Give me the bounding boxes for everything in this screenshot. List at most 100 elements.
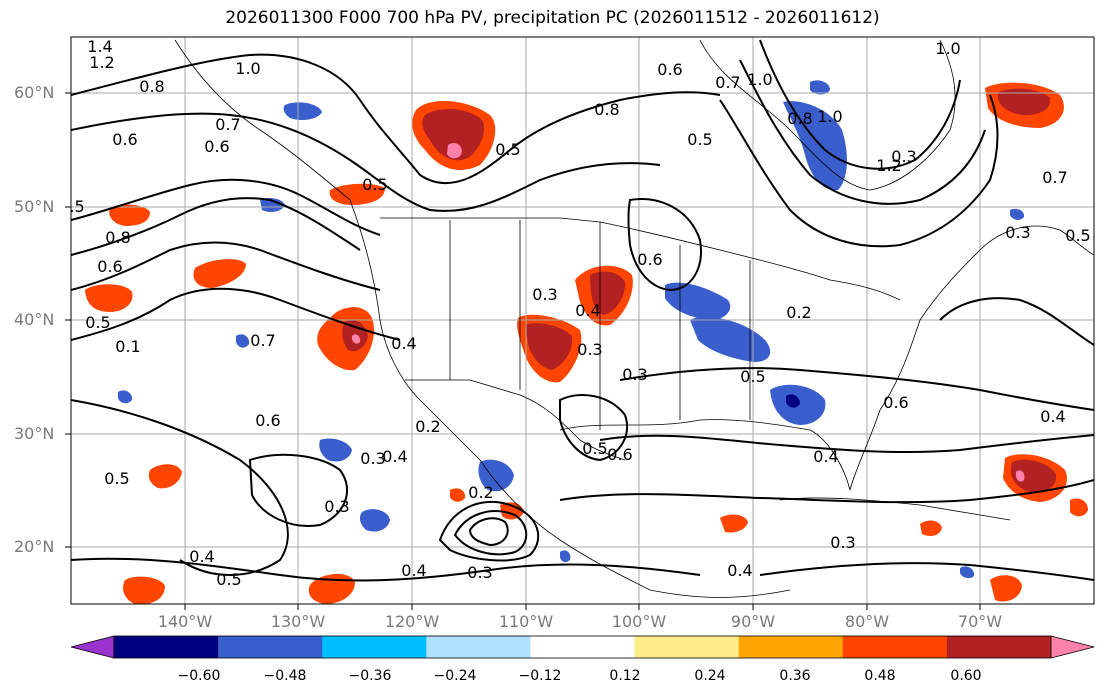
- pv-contours: [71, 39, 1094, 582]
- colorbar-tick: 0.24: [694, 668, 726, 684]
- contour-label: 0.4: [189, 547, 214, 566]
- contour-label: 0.3: [1005, 223, 1030, 242]
- pv-contour: [719, 94, 999, 248]
- pv-contour: [619, 367, 1094, 411]
- precip-patch: [525, 323, 573, 370]
- contour-label: 0.3: [360, 449, 385, 468]
- contour-label: 1.2: [89, 53, 114, 72]
- precip-patch: [283, 102, 322, 120]
- precip-patch: [920, 520, 942, 536]
- colorbar-tick: −0.60: [177, 668, 221, 684]
- precip-patch: [560, 550, 571, 563]
- coastline-east: [879, 225, 1094, 411]
- border-us-mexico: [405, 379, 626, 461]
- colorbar-frame: [113, 635, 1052, 659]
- contour-label: 1.0: [817, 107, 842, 126]
- lat-label-20n: 20°N: [14, 537, 55, 556]
- contour-label: 0.5: [582, 439, 607, 458]
- contour-label: 0.4: [382, 447, 407, 466]
- contour-label: 0.5: [104, 469, 129, 488]
- coastlines: [174, 39, 1094, 598]
- pv-contour: [627, 198, 702, 292]
- colorbar-segment: [530, 636, 636, 658]
- precip-patch: [123, 576, 165, 604]
- precip-patch: [665, 282, 731, 320]
- colorbar-tick: −0.48: [263, 668, 307, 684]
- contour-label: 0.7: [715, 73, 740, 92]
- colorbar-segment: [738, 636, 844, 658]
- pv-contour: [559, 394, 628, 462]
- pv-contour: [71, 53, 721, 185]
- contour-label: 0.5: [740, 367, 765, 386]
- lon-label-70w: 70°W: [957, 612, 1003, 631]
- pv-contour: [71, 557, 701, 582]
- contour-label: 0.6: [112, 130, 137, 149]
- precip-patch: [1010, 208, 1025, 220]
- precip-patch: [810, 80, 830, 95]
- contour-label: 0.6: [255, 411, 280, 430]
- colorbar-segment: [114, 636, 219, 658]
- lat-label-30n: 30°N: [14, 424, 55, 443]
- contour-label: 0.7: [1042, 168, 1067, 187]
- precip-patch: [783, 101, 847, 191]
- pv-contour: [468, 517, 509, 547]
- colorbar-tick: −0.24: [433, 668, 477, 684]
- precip-patch: [450, 488, 466, 502]
- precip-patch: [720, 514, 748, 533]
- colorbar-tick: −0.12: [518, 668, 562, 684]
- colorbar-segment: [426, 636, 531, 658]
- pv-contour: [759, 39, 961, 170]
- colorbar-segment: [634, 636, 740, 658]
- precip-patch: [1015, 470, 1025, 482]
- lon-label-110w: 110°W: [498, 612, 554, 631]
- pv-contour: [71, 178, 381, 236]
- precip-patch: [118, 390, 133, 404]
- contour-label: 0.3: [830, 533, 855, 552]
- lat-label-60n: 60°N: [14, 83, 55, 102]
- coastline-cuba: [779, 497, 1011, 521]
- precip-patch: [351, 334, 361, 344]
- pv-contour: [71, 399, 289, 576]
- lon-label-90w: 90°W: [730, 612, 776, 631]
- lon-label-120w: 120°W: [384, 612, 440, 631]
- contour-label: 0.5: [495, 140, 520, 159]
- colorbar-extend-high: [1050, 635, 1095, 659]
- border-state: [449, 220, 751, 430]
- precip-patch: [236, 334, 250, 348]
- lon-label-130w: 130°W: [270, 612, 326, 631]
- pv-contour: [71, 112, 661, 212]
- contour-label: 0.5: [85, 313, 110, 332]
- pv-contour: [71, 287, 401, 341]
- pv-contour: [599, 434, 1094, 454]
- precip-patch: [478, 459, 514, 492]
- precip-patch: [109, 204, 150, 226]
- contour-label: 0.6: [637, 250, 662, 269]
- contour-label: 0.4: [575, 301, 600, 320]
- contour-label: 0.3: [324, 497, 349, 516]
- contour-label: 0.3: [577, 340, 602, 359]
- precip-patch: [260, 197, 285, 213]
- colorbar-tick: −0.36: [348, 668, 392, 684]
- colorbar-tick: 0.36: [779, 668, 811, 684]
- lon-label-100w: 100°W: [611, 612, 667, 631]
- colorbar-tick: 0.12: [609, 668, 641, 684]
- contour-label: 0.3: [532, 285, 557, 304]
- precip-patch: [786, 394, 800, 408]
- contour-label: 0.4: [1040, 407, 1065, 426]
- contour-label: 0.4: [727, 561, 752, 580]
- contour-label: 0.3: [622, 365, 647, 384]
- contour-label: 0.6: [204, 137, 229, 156]
- contour-label: 1.0: [935, 39, 960, 58]
- lon-label-80w: 80°W: [844, 612, 890, 631]
- contour-label: 0.8: [139, 77, 164, 96]
- precip-patch: [319, 438, 352, 462]
- precip-patch: [193, 259, 246, 288]
- colorbar-segment: [218, 636, 323, 658]
- contour-label: 0.7: [250, 331, 275, 350]
- contour-label: 0.2: [468, 483, 493, 502]
- lat-label-40n: 40°N: [14, 310, 55, 329]
- lon-label-140w: 140°W: [157, 612, 213, 631]
- precip-patch: [1070, 498, 1088, 517]
- precip-patch: [359, 509, 390, 532]
- contour-labels: 1.41.2 1.00.80.50.60.70.50.80.60.50.1 0.40…: [71, 37, 1091, 589]
